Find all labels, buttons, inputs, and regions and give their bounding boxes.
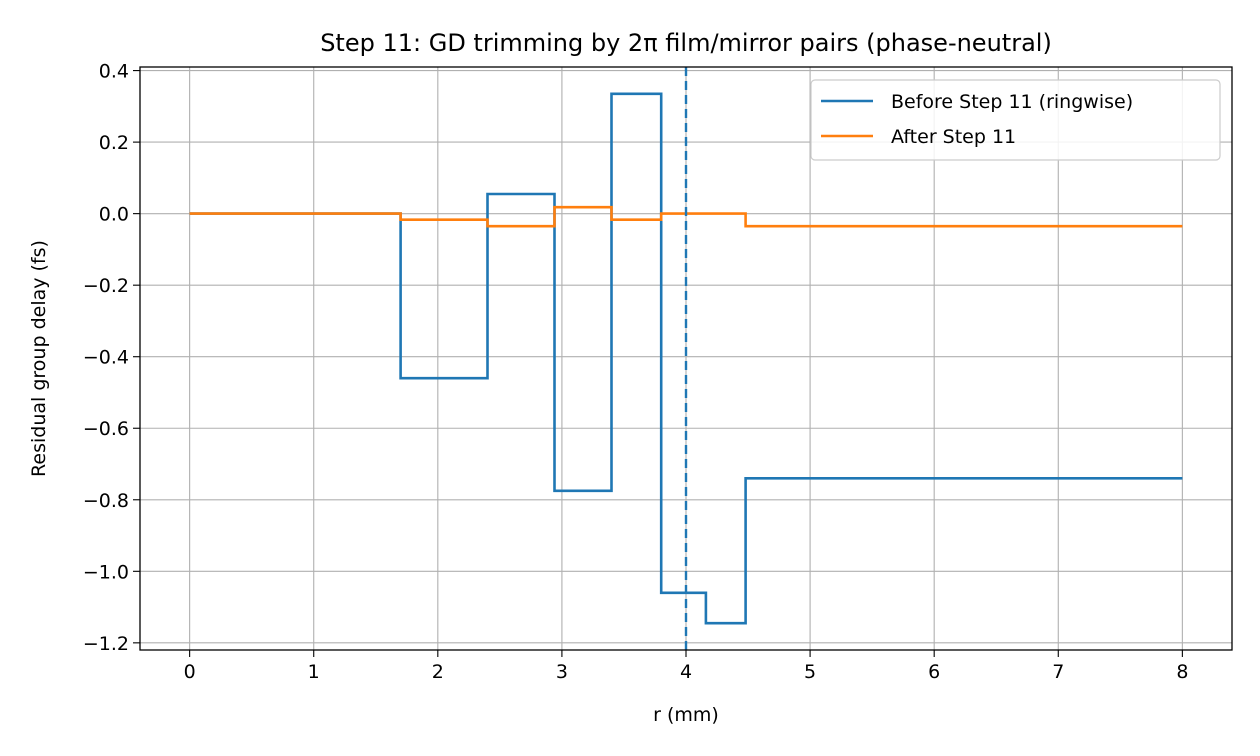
x-tick-label: 5 xyxy=(804,661,816,683)
y-tick-label: 0.0 xyxy=(99,204,129,226)
x-tick-label: 3 xyxy=(556,661,568,683)
y-tick-label: 0.4 xyxy=(99,61,129,83)
series-line-2 xyxy=(189,205,1183,228)
x-tick-label: 2 xyxy=(432,661,444,683)
plot-lines xyxy=(189,67,1183,650)
chart-title: Step 11: GD trimming by 2π film/mirror p… xyxy=(320,29,1052,57)
x-tick-label: 0 xyxy=(184,661,196,683)
x-tick-label: 8 xyxy=(1176,661,1188,683)
legend-label-1: Before Step 11 (ringwise) xyxy=(891,91,1133,113)
y-tick-label: 0.2 xyxy=(99,132,129,154)
y-tick-label: −0.8 xyxy=(83,490,129,512)
ticks: 0 1 2 3 4 5 6 7 8 0.4 0.2 0.0 −0.2 −0.4 −0.6 −0.8 −1.0 −1… xyxy=(83,61,1189,683)
legend-label-2: After Step 11 xyxy=(891,126,1016,148)
y-tick-label: −1.0 xyxy=(83,561,129,583)
x-tick-label: 6 xyxy=(928,661,940,683)
y-axis-title: Residual group delay (fs) xyxy=(28,240,50,477)
x-axis-title: r (mm) xyxy=(653,704,719,726)
legend-box xyxy=(810,79,1221,161)
x-tick-label: 1 xyxy=(308,661,320,683)
y-tick-label: −0.6 xyxy=(83,418,129,440)
x-tick-label: 4 xyxy=(680,661,692,683)
series-line-1 xyxy=(189,92,1183,625)
x-tick-label: 7 xyxy=(1052,661,1064,683)
y-tick-label: −0.2 xyxy=(83,275,129,297)
y-tick-label: −1.2 xyxy=(83,633,129,655)
y-tick-label: −0.4 xyxy=(83,347,129,369)
legend: Before Step 11 (ringwise) After Step 11 xyxy=(810,79,1221,161)
